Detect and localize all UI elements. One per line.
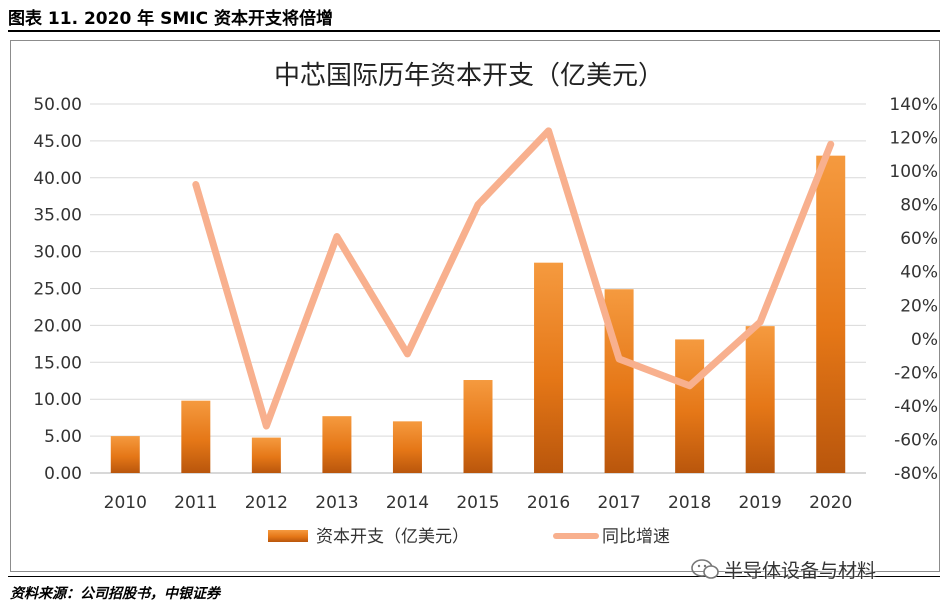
growth-point-2013 [336,236,338,238]
bar-2019 [745,326,775,473]
right-tick-label: 120% [889,129,938,149]
growth-point-2017 [618,358,620,360]
left-axis: 0.00 5.00 10.00 15.00 20.00 25.00 30.00 35.00 40… [33,95,82,484]
right-tick-label: 40% [900,263,938,283]
bar-series [110,155,846,473]
right-tick-label: 80% [900,196,938,216]
bar-2016 [534,262,564,473]
bar-2010 [110,436,140,473]
right-tick-label: 20% [900,296,938,316]
x-tick-label: 2020 [809,493,852,513]
x-tick-label: 2013 [315,493,358,513]
right-tick-label: -60% [894,430,938,450]
right-tick-label: 0% [911,330,938,350]
bar-2020 [816,155,846,473]
left-tick-label: 20.00 [33,316,82,336]
watermark-text: 半导体设备与材料 [724,559,877,582]
growth-line [192,127,835,430]
source-divider [8,576,940,577]
legend-line-label: 同比增速 [602,527,670,547]
right-tick-label: -20% [894,363,938,383]
left-tick-label: 30.00 [33,243,82,263]
bar-2018 [675,339,705,473]
bar-2014 [392,421,422,473]
growth-point-2012 [265,425,267,427]
x-tick-label: 2014 [386,493,429,513]
left-tick-label: 10.00 [33,390,82,410]
bar-2015 [463,380,493,473]
left-tick-label: 45.00 [33,132,82,152]
x-tick-label: 2011 [174,493,217,513]
x-tick-label: 2010 [104,493,147,513]
gridlines [90,103,866,474]
caption-divider [8,30,940,32]
chart-title: 中芯国际历年资本开支（亿美元） [274,61,664,91]
chat-bubble-icon [691,559,719,579]
growth-point-2019 [759,321,761,323]
left-tick-label: 40.00 [33,169,82,189]
left-tick-label: 50.00 [33,95,82,115]
x-tick-label: 2018 [668,493,711,513]
x-tick-label: 2012 [245,493,288,513]
right-tick-label: -40% [894,397,938,417]
x-tick-label: 2015 [456,493,499,513]
growth-point-2016 [548,130,550,132]
right-tick-label: -80% [894,464,938,484]
left-tick-label: 5.00 [44,427,82,447]
growth-point-2011 [195,184,197,186]
x-axis: 2010 2011 2012 2013 2014 2015 2016 2017 2018 2019… [104,493,853,513]
left-tick-label: 15.00 [33,353,82,373]
right-tick-label: 140% [889,95,938,115]
left-tick-label: 0.00 [44,464,82,484]
line-series [192,127,835,430]
growth-point-2020 [830,143,832,145]
right-axis: -80% -60% -40% -20% 0% 20% 40% 60% 80% 100% 120% 14… [889,95,938,484]
x-tick-label: 2019 [739,493,782,513]
growth-point-2015 [477,204,479,206]
x-tick-label: 2016 [527,493,570,513]
x-tick-label: 2017 [597,493,640,513]
right-tick-label: 100% [889,162,938,182]
legend: 资本开支（亿美元） 同比增速 [268,527,670,547]
figure-caption: 图表 11. 2020 年 SMIC 资本开支将倍增 [8,9,333,29]
legend-bar-swatch [268,530,308,542]
right-tick-label: 60% [900,229,938,249]
legend-bar-label: 资本开支（亿美元） [316,527,469,547]
bar-2013 [322,416,352,473]
left-tick-label: 25.00 [33,280,82,300]
chart-frame [10,40,940,572]
left-tick-label: 35.00 [33,206,82,226]
source-note: 资料来源：公司招股书，中银证券 [10,586,220,602]
growth-point-2018 [689,385,691,387]
bar-2011 [181,400,211,473]
watermark: 半导体设备与材料 [690,552,876,586]
bar-2012 [251,437,281,473]
growth-point-2014 [406,353,408,355]
